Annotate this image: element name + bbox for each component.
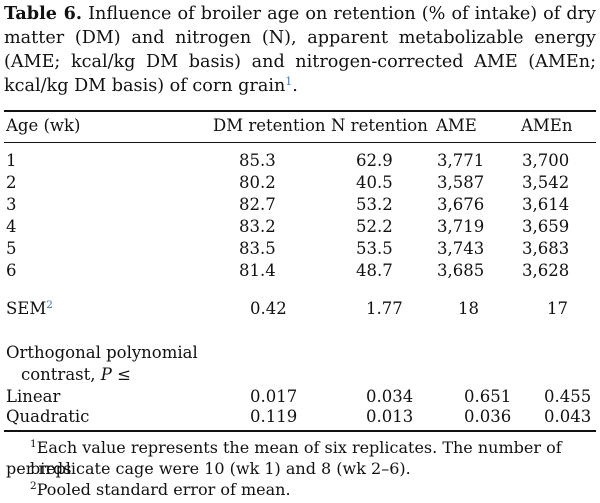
- quadratic-ame: 0.036: [464, 407, 512, 426]
- contrast-heading-line1: Orthogonal polynomial: [6, 343, 198, 362]
- linear-ame: 0.651: [464, 387, 512, 406]
- row-amen: 3,659: [522, 217, 570, 236]
- sem-amen: 17: [547, 299, 568, 318]
- row-n-retention: 53.2: [356, 195, 393, 214]
- sem-n-retention: 1.77: [366, 299, 403, 318]
- row-dm-retention: 81.4: [239, 261, 276, 280]
- row-ame: 3,685: [437, 261, 485, 280]
- linear-dm-retention: 0.017: [250, 387, 298, 406]
- p-symbol: P: [100, 365, 112, 384]
- bottom-rule: [4, 430, 596, 432]
- quadratic-label: Quadratic: [6, 407, 90, 426]
- sem-label-cell: SEM2: [6, 299, 53, 319]
- caption-footnote-ref[interactable]: 1: [285, 75, 293, 88]
- top-rule: [4, 110, 596, 112]
- row-age: 6: [6, 261, 17, 280]
- row-ame: 3,587: [437, 173, 485, 192]
- footnote-2-marker: 2: [30, 480, 37, 492]
- caption-end: .: [292, 76, 298, 96]
- row-n-retention: 40.5: [356, 173, 393, 192]
- footnote-1-line2: per replicate cage were 10 (wk 1) and 8 …: [6, 459, 411, 478]
- sem-ame: 18: [458, 299, 479, 318]
- footnote-1-line1: Each value represents the mean of six re…: [30, 438, 562, 478]
- row-amen: 3,683: [522, 239, 570, 258]
- header-dm-retention: DM retention: [213, 116, 326, 135]
- quadratic-n-retention: 0.013: [366, 407, 414, 426]
- footnote-2: 2Pooled standard error of mean.: [30, 479, 596, 500]
- row-amen: 3,614: [522, 195, 570, 214]
- row-amen: 3,542: [522, 173, 570, 192]
- table-caption: Table 6. Influence of broiler age on ret…: [4, 2, 596, 98]
- row-amen: 3,700: [522, 151, 570, 170]
- footnote-1: 1Each value represents the mean of six r…: [30, 437, 596, 479]
- linear-n-retention: 0.034: [366, 387, 414, 406]
- le-symbol: ≤: [117, 365, 131, 384]
- row-dm-retention: 83.2: [239, 217, 276, 236]
- sem-label: SEM: [6, 299, 47, 318]
- row-n-retention: 52.2: [356, 217, 393, 236]
- row-ame: 3,743: [437, 239, 485, 258]
- header-rule: [4, 142, 596, 143]
- row-n-retention: 62.9: [356, 151, 393, 170]
- row-ame: 3,771: [437, 151, 485, 170]
- header-n-retention: N retention: [331, 116, 428, 135]
- row-n-retention: 48.7: [356, 261, 393, 280]
- row-n-retention: 53.5: [356, 239, 393, 258]
- row-age: 5: [6, 239, 17, 258]
- sem-dm-retention: 0.42: [250, 299, 287, 318]
- row-age: 2: [6, 173, 17, 192]
- header-amen: AMEn: [521, 116, 573, 135]
- row-dm-retention: 80.2: [239, 173, 276, 192]
- row-age: 4: [6, 217, 17, 236]
- row-dm-retention: 83.5: [239, 239, 276, 258]
- row-dm-retention: 85.3: [239, 151, 276, 170]
- row-age: 3: [6, 195, 17, 214]
- row-amen: 3,628: [522, 261, 570, 280]
- linear-label: Linear: [6, 387, 61, 406]
- row-ame: 3,676: [437, 195, 485, 214]
- quadratic-dm-retention: 0.119: [250, 407, 298, 426]
- sem-footnote-ref[interactable]: 2: [46, 299, 53, 311]
- row-age: 1: [6, 151, 17, 170]
- caption-text: Influence of broiler age on retention (%…: [4, 4, 596, 96]
- header-age: Age (wk): [6, 116, 81, 135]
- footnote-2-text: Pooled standard error of mean.: [36, 480, 291, 499]
- quadratic-amen: 0.043: [544, 407, 592, 426]
- linear-amen: 0.455: [544, 387, 592, 406]
- table-label: Table 6.: [4, 3, 82, 24]
- row-dm-retention: 82.7: [239, 195, 276, 214]
- header-ame: AME: [436, 116, 477, 135]
- contrast-label: contrast,: [21, 365, 96, 384]
- row-ame: 3,719: [437, 217, 485, 236]
- contrast-heading-line2: contrast, P ≤: [21, 365, 131, 385]
- footnote-1-marker: 1: [30, 438, 37, 450]
